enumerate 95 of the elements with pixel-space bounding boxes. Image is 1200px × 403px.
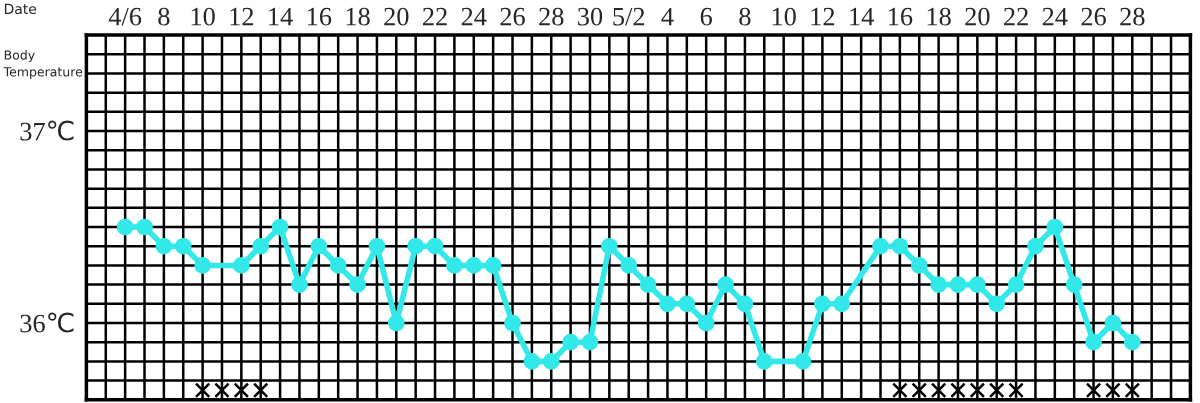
point: [969, 276, 986, 293]
point: [426, 237, 444, 255]
point: [911, 382, 928, 399]
x-tick-label: 8: [739, 7, 751, 26]
point: [949, 276, 967, 293]
x-tick-label: 4: [661, 7, 674, 26]
point: [1124, 382, 1141, 399]
point: [1105, 382, 1121, 399]
point: [252, 237, 270, 255]
point: [678, 295, 696, 313]
point: [368, 237, 386, 255]
x-tick-label: 22: [1004, 7, 1028, 26]
point: [969, 382, 986, 399]
point: [1123, 333, 1141, 351]
x-tick-label: 18: [927, 7, 951, 26]
point: [988, 295, 1006, 313]
point: [1008, 382, 1024, 399]
x-tick-label: 20: [384, 7, 409, 26]
point: [601, 237, 618, 255]
x-tick-label: 20: [965, 7, 990, 26]
point: [1104, 314, 1122, 332]
y-axis-title: Body Temperature: [3, 50, 83, 79]
point: [523, 353, 541, 370]
point: [639, 276, 657, 293]
point: [1085, 382, 1102, 399]
x-tick-label: 14: [269, 7, 293, 26]
x-tick-label: 12: [811, 7, 835, 26]
point: [542, 353, 560, 370]
y-tick-label: 37℃: [20, 120, 74, 141]
point: [174, 237, 192, 255]
point: [291, 276, 308, 293]
x-tick-label: 18: [346, 7, 370, 26]
point: [930, 276, 947, 293]
x-tick-label: 26: [500, 7, 525, 26]
point: [116, 218, 134, 236]
x-tick-label: 28: [539, 7, 564, 26]
point: [988, 382, 1005, 399]
point: [194, 382, 211, 399]
point: [1085, 333, 1102, 351]
point: [814, 295, 831, 313]
x-axis-title: Date: [4, 3, 37, 15]
x-tick-label: 26: [1081, 7, 1106, 26]
point: [581, 333, 599, 351]
point: [736, 295, 754, 313]
x-tick-label: 8: [158, 7, 170, 26]
point: [755, 353, 773, 370]
point: [950, 382, 966, 399]
point: [504, 314, 521, 332]
point: [465, 257, 483, 274]
point: [620, 257, 638, 274]
point: [349, 276, 366, 293]
x-tick-label: 16: [889, 7, 913, 26]
point: [329, 257, 347, 274]
x-tick-label: 28: [1120, 7, 1145, 26]
point: [794, 353, 812, 370]
point: [892, 382, 908, 399]
x-tick-label: 22: [423, 7, 447, 26]
point: [872, 237, 889, 255]
point: [271, 218, 289, 236]
point: [194, 257, 211, 274]
point: [1027, 237, 1044, 255]
point: [1046, 218, 1064, 236]
point: [659, 295, 676, 313]
point: [136, 218, 153, 236]
x-tick-label: 10: [191, 7, 215, 26]
point: [233, 382, 250, 399]
point: [697, 314, 715, 332]
point: [891, 237, 909, 255]
point: [1007, 276, 1025, 293]
point: [310, 237, 328, 255]
x-tick-label: 4/6: [108, 7, 142, 26]
point: [252, 382, 269, 399]
point: [930, 382, 947, 399]
x-tick-label: 6: [700, 7, 712, 26]
x-tick-label: 14: [850, 7, 874, 26]
point: [407, 237, 424, 255]
x-tick-label: 5/2: [613, 7, 645, 26]
x-tick-label: 10: [772, 7, 796, 26]
x-tick-label: 30: [578, 7, 603, 26]
point: [155, 237, 173, 255]
point: [484, 257, 502, 274]
point: [910, 257, 928, 274]
point: [717, 276, 734, 293]
x-tick-label: 24: [461, 7, 487, 26]
point: [214, 382, 230, 399]
point: [562, 333, 579, 351]
point: [446, 257, 463, 274]
y-tick-label: 36℃: [20, 312, 74, 333]
point: [833, 295, 851, 313]
x-tick-label: 16: [307, 7, 332, 26]
x-tick-label: 24: [1042, 7, 1068, 26]
x-tick-label: 12: [230, 7, 254, 26]
point: [387, 314, 405, 332]
point: [233, 257, 250, 274]
point: [1065, 276, 1083, 293]
